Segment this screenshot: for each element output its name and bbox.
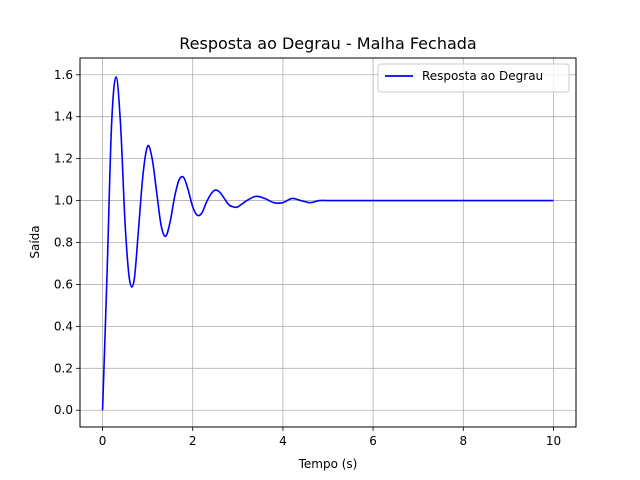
y-tick-label: 1.6 bbox=[54, 68, 73, 82]
y-tick-label: 1.2 bbox=[54, 152, 73, 166]
x-axis-label: Tempo (s) bbox=[298, 457, 358, 471]
grid-lines bbox=[80, 58, 576, 427]
y-axis-label: Saída bbox=[28, 225, 42, 258]
ticks: 0 2 4 6 8 10 0.0 0.2 0.4 0.6 0.8 1.0 1.2 1.4 1.6 bbox=[54, 68, 561, 448]
y-tick-label: 0.0 bbox=[54, 403, 73, 417]
y-tick-label: 1.0 bbox=[54, 194, 73, 208]
chart-title: Resposta ao Degrau - Malha Fechada bbox=[179, 34, 476, 53]
x-tick-label: 6 bbox=[369, 434, 377, 448]
series-line bbox=[101, 76, 554, 411]
series-layer bbox=[101, 76, 554, 411]
x-tick-label: 4 bbox=[279, 434, 287, 448]
y-tick-label: 0.2 bbox=[54, 361, 73, 375]
legend-box bbox=[377, 63, 570, 93]
x-tick-label: 2 bbox=[189, 434, 197, 448]
x-tick-label: 10 bbox=[546, 434, 561, 448]
x-tick-label: 0 bbox=[99, 434, 107, 448]
x-tick-label: 8 bbox=[459, 434, 467, 448]
y-tick-label: 0.4 bbox=[54, 319, 73, 333]
legend: Resposta ao Degrau bbox=[377, 63, 570, 93]
y-tick-label: 0.6 bbox=[54, 277, 73, 291]
y-tick-label: 1.4 bbox=[54, 110, 73, 124]
y-tick-label: 0.8 bbox=[54, 236, 73, 250]
legend-entry-label: Resposta ao Degrau bbox=[422, 69, 543, 83]
